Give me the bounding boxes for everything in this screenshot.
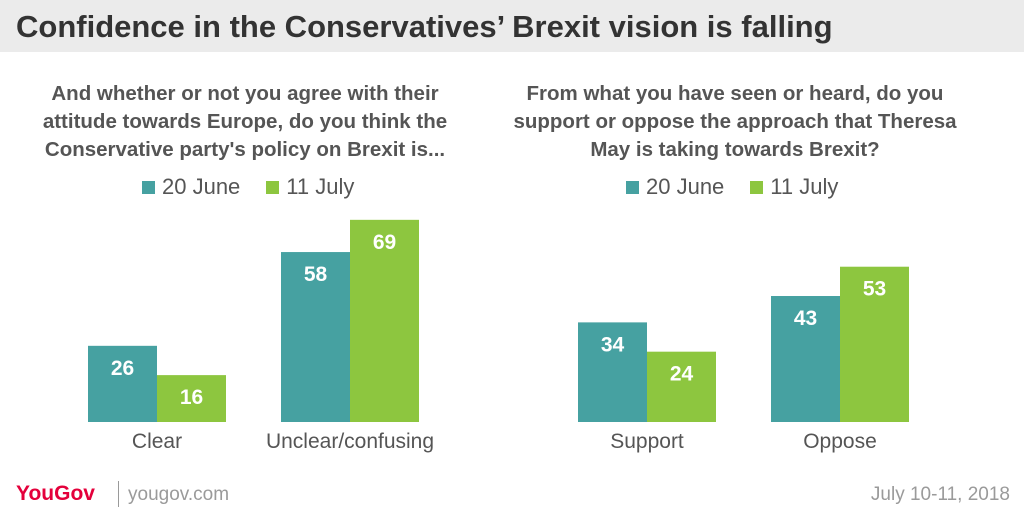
bar-value-label: 69 [373,231,396,254]
legend-label-series-1: 20 June [646,174,725,199]
bar-value-label: 34 [601,333,625,356]
yougov-logo: You Gov [16,482,95,506]
footer-date: July 10-11, 2018 [870,484,1010,505]
bar-value-label: 53 [863,278,886,301]
legend-swatch-series-2 [750,180,764,194]
bar-clear-11-july [157,375,226,422]
bar-value-label: 24 [670,363,694,386]
left-chart-question: And whether or not you agree with their … [42,82,448,161]
legend-swatch-series-2 [266,180,280,194]
chart-title: Confidence in the Conservatives’ Brexit … [16,9,833,44]
left-legend: 20 June 11 July [142,174,354,200]
bar-value-label: 58 [304,263,328,286]
logo-text-you: You [16,482,55,505]
legend-label-series-2: 11 July [286,174,355,199]
bar-value-label: 26 [111,357,134,380]
bar-clear-20-june [88,345,157,422]
category-label-support: Support [610,430,684,453]
legend-swatch-series-1 [626,180,639,194]
legend-label-series-1: 20 June [162,174,241,199]
category-label-oppose: Oppose [803,430,877,453]
bar-unclear-confusing-11-july [350,219,419,422]
bar-support-11-july [647,351,716,422]
bar-oppose-11-july [840,266,909,422]
category-label-clear: Clear [132,430,182,453]
bar-unclear-confusing-20-june [281,252,350,422]
bar-support-20-june [578,322,647,422]
right-chart-question: From what you have seen or heard, do you… [513,82,957,161]
footer-divider [118,481,119,507]
bar-value-label: 43 [794,307,817,330]
right-legend: 20 June 11 July [626,174,838,200]
legend-item-series-2: 11 July [750,174,838,200]
logo-text-gov: Gov [54,482,95,505]
title-bar: Confidence in the Conservatives’ Brexit … [0,0,1024,52]
bar-value-label: 16 [180,386,203,409]
category-label-unclear-confusing: Unclear/confusing [266,430,434,453]
legend-item-series-2: 11 July [266,174,354,200]
footer-website: yougov.com [128,484,230,505]
legend-swatch-series-1 [142,180,155,194]
legend-item-series-1: 20 June [142,174,240,200]
bar-oppose-20-june [771,296,840,422]
legend-label-series-2: 11 July [770,174,839,199]
legend-item-series-1: 20 June [626,174,724,200]
